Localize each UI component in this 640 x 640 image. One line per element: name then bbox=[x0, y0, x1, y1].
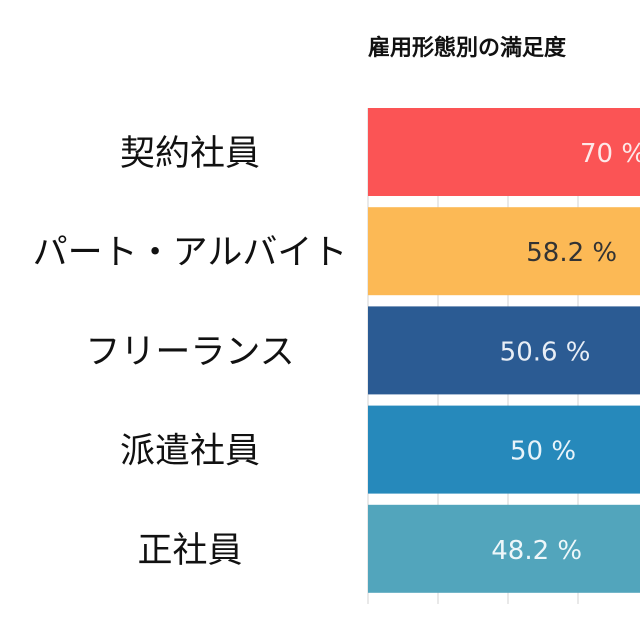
category-label: 正社員 bbox=[137, 531, 242, 571]
data-label: 58.2 % bbox=[526, 238, 617, 268]
bar bbox=[368, 207, 640, 296]
bar bbox=[368, 405, 640, 494]
category-label: 契約社員 bbox=[120, 134, 260, 174]
data-label: 70 % bbox=[580, 139, 640, 169]
category-label: パート・アルバイト bbox=[33, 233, 348, 273]
data-label: 50 % bbox=[510, 437, 576, 467]
data-label: 50.6 % bbox=[500, 337, 591, 367]
chart-title: 雇用形態別の満足度 bbox=[368, 36, 567, 61]
bar bbox=[368, 504, 640, 593]
bar bbox=[368, 306, 640, 395]
bar bbox=[368, 108, 640, 196]
data-label: 48.2 % bbox=[491, 536, 582, 566]
category-label: 派遣社員 bbox=[120, 432, 260, 472]
category-label: フリーランス bbox=[85, 332, 294, 372]
